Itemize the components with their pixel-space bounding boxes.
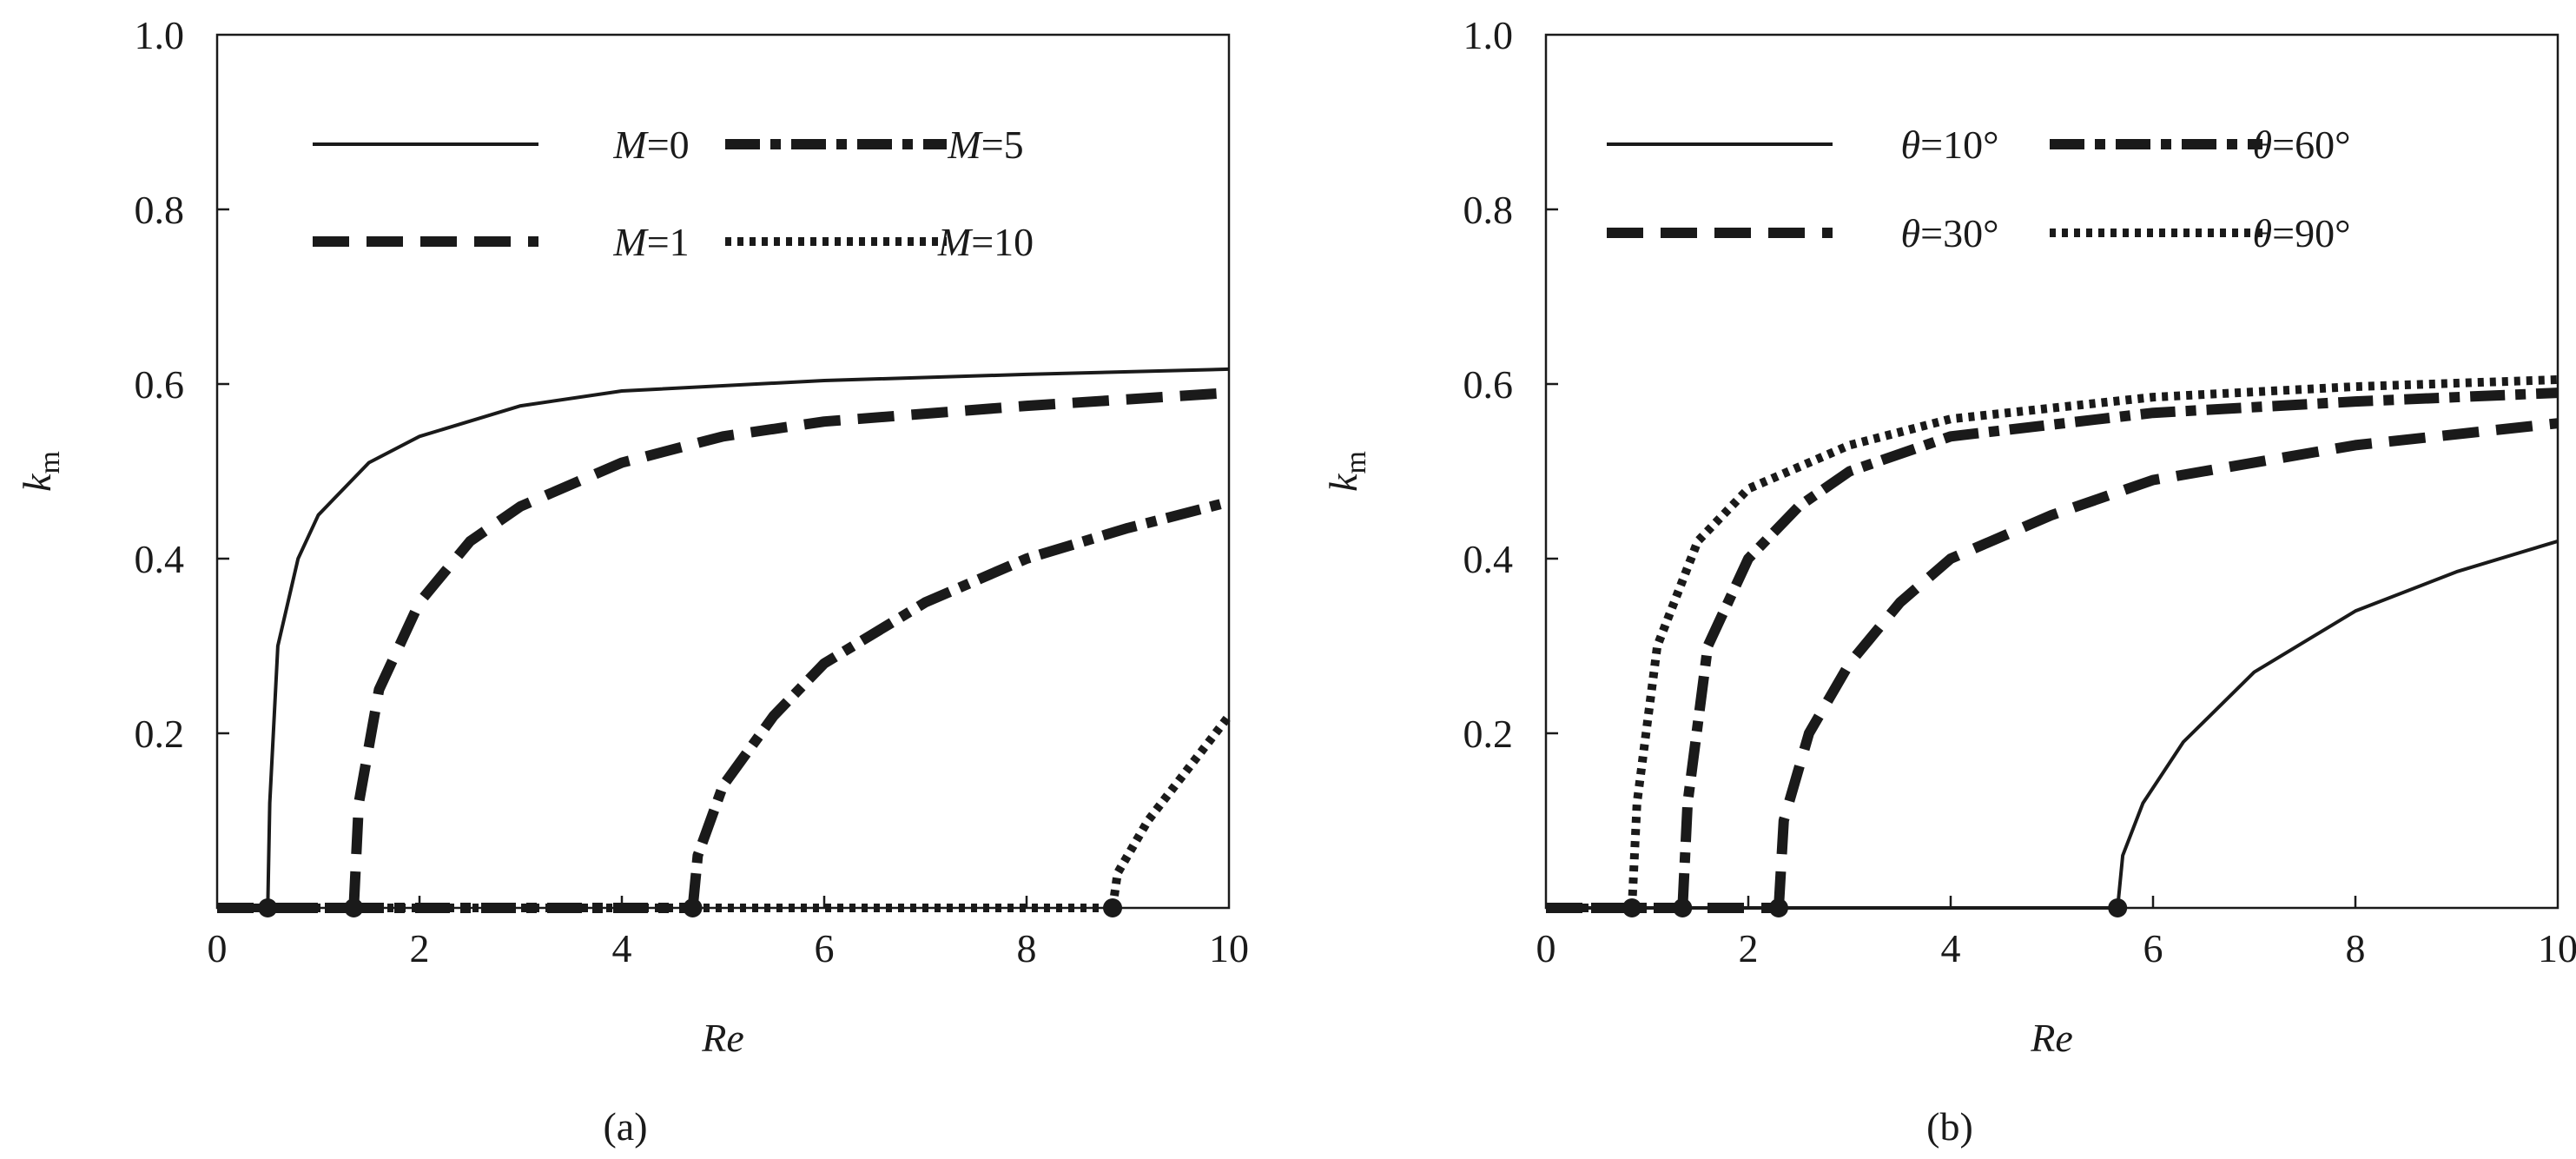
legend-label: θ=60° xyxy=(2253,123,2351,167)
legend-entry: M=0 xyxy=(313,123,690,167)
legend-label: M=10 xyxy=(937,220,1034,264)
legend-label: M=5 xyxy=(947,123,1023,167)
plot-frame xyxy=(1544,33,2559,910)
legend-entry: M=1 xyxy=(313,220,690,264)
y-tick-label: 0.8 xyxy=(1463,188,1514,232)
legend-label: M=0 xyxy=(612,123,689,167)
x-tick-label: 0 xyxy=(208,926,228,970)
y-tick-label: 1.0 xyxy=(1463,13,1514,57)
chart-panel-a: 0 2 4 6 8 10 0.2 0.4 0.6 0.8 1.0 Re km (a) M=0 M=1 M=5 M=… xyxy=(15,13,1249,1149)
onset-point xyxy=(2108,898,2128,917)
legend-entry: θ=30° xyxy=(1607,211,1998,255)
x-tick-label: 8 xyxy=(2346,926,2366,970)
x-tick-label: 8 xyxy=(1017,926,1037,970)
x-tick-label: 6 xyxy=(815,926,835,970)
onset-point xyxy=(1622,898,1642,917)
legend-label: θ=30° xyxy=(1901,211,1999,255)
y-axis-label: km xyxy=(1321,451,1372,492)
plot-frame xyxy=(215,33,1231,910)
y-tick-label: 0.4 xyxy=(1463,537,1514,581)
y-tick-label: 0.6 xyxy=(1463,362,1514,407)
series-4 xyxy=(217,712,1232,917)
series-line xyxy=(1773,418,2559,909)
legend-label: θ=90° xyxy=(2253,211,2351,255)
chart-panel-b: 0 2 4 6 8 10 0.2 0.4 0.6 0.8 1.0 Re km (b) θ=10° θ=30° θ… xyxy=(1321,13,2576,1149)
onset-point xyxy=(1768,898,1788,917)
series-line xyxy=(1628,375,2559,909)
y-tick-label: 0.6 xyxy=(135,362,185,407)
legend-entry: M=5 xyxy=(725,123,1024,167)
y-tick-label: 0.2 xyxy=(135,712,185,756)
x-tick-label: 6 xyxy=(2143,926,2163,970)
y-tick-label: 1.0 xyxy=(135,13,185,57)
series-1 xyxy=(217,367,1230,917)
y-axis-label: km xyxy=(15,451,66,492)
legend-label: M=1 xyxy=(612,220,689,264)
x-axis-label: Re xyxy=(701,1016,744,1060)
series-line xyxy=(1108,712,1232,909)
onset-point xyxy=(1103,898,1123,917)
legend-entry: θ=60° xyxy=(2050,123,2350,167)
y-tick-label: 0.2 xyxy=(1463,712,1514,756)
series-line xyxy=(2116,539,2559,909)
x-tick-label: 0 xyxy=(1536,926,1556,970)
legend-entry: M=10 xyxy=(725,220,1034,264)
series-line xyxy=(687,496,1231,909)
panel-caption: (a) xyxy=(603,1104,647,1149)
x-tick-label: 2 xyxy=(1739,926,1759,970)
x-tick-label: 4 xyxy=(612,926,632,970)
series-line xyxy=(266,367,1230,909)
x-axis-label: Re xyxy=(2030,1016,2073,1060)
y-tick-label: 0.8 xyxy=(135,188,185,232)
x-tick-label: 2 xyxy=(410,926,430,970)
x-tick-label: 4 xyxy=(1941,926,1961,970)
x-tick-label: 10 xyxy=(2538,926,2576,970)
legend-entry: θ=90° xyxy=(2050,211,2350,255)
series-3 xyxy=(1546,387,2559,917)
y-tick-label: 0.4 xyxy=(135,537,185,581)
x-tick-label: 10 xyxy=(1209,926,1249,970)
series-3 xyxy=(217,496,1231,917)
series-line xyxy=(1677,387,2559,909)
legend-entry: θ=10° xyxy=(1607,123,1998,167)
series-line xyxy=(348,387,1230,909)
series-2 xyxy=(217,387,1230,917)
onset-point xyxy=(1673,898,1693,917)
series-4 xyxy=(1546,375,2559,917)
legend-label: θ=10° xyxy=(1901,123,1999,167)
series-2 xyxy=(1546,418,2559,917)
panel-caption: (b) xyxy=(1926,1104,1973,1149)
